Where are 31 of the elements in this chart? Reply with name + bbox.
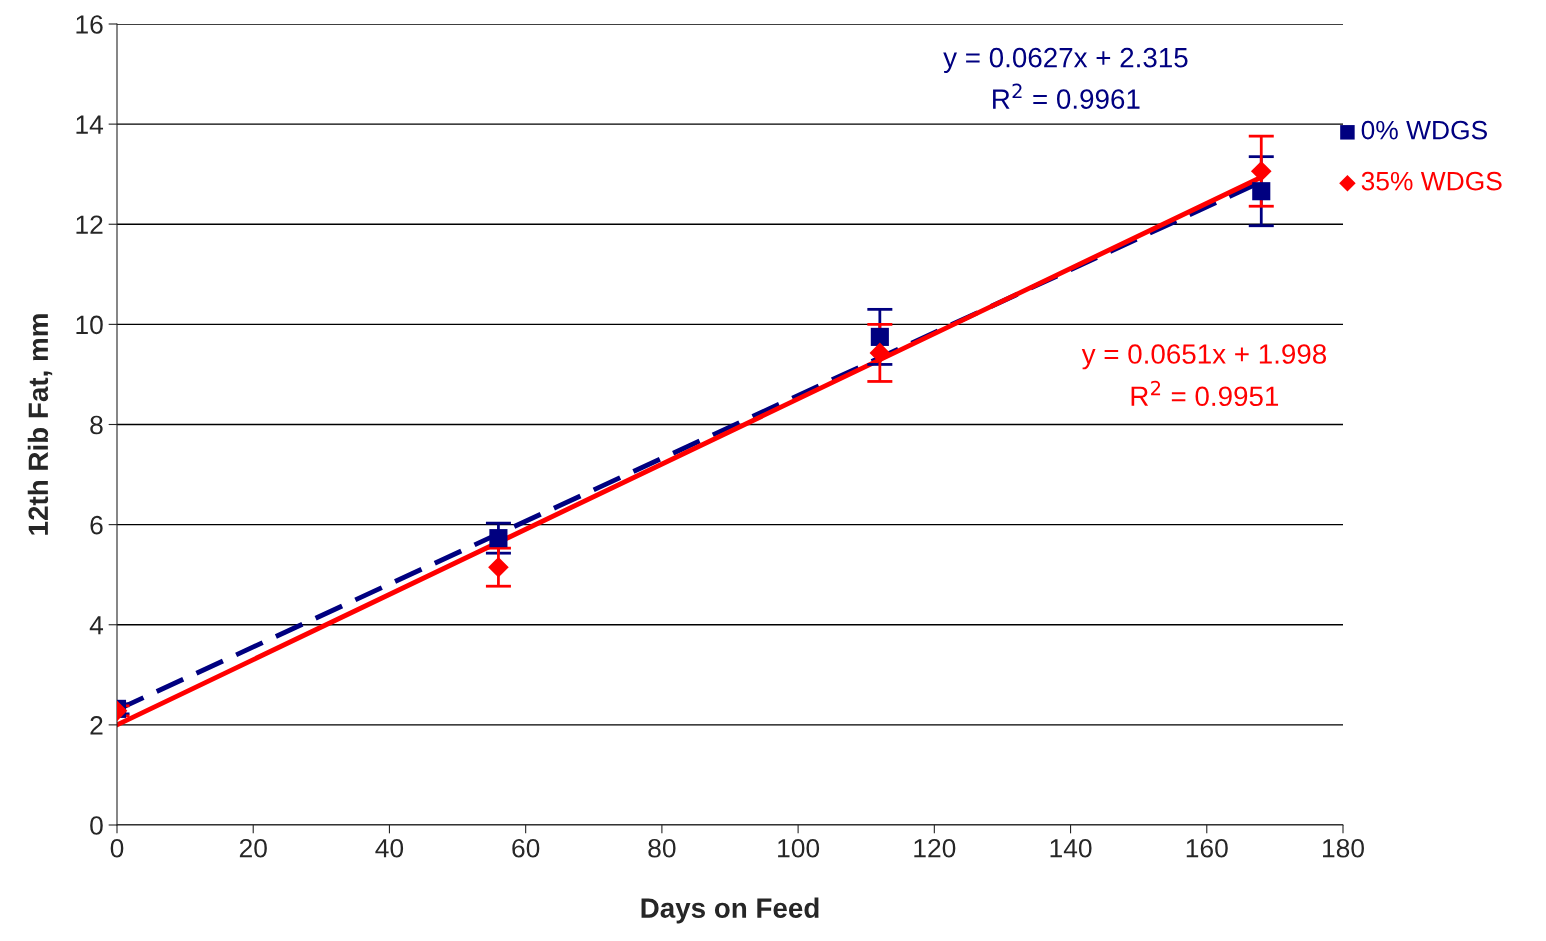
x-tick-label: 100 [778, 838, 820, 858]
point [869, 342, 891, 364]
annotation: R$^{2}$ = 0.9961 [993, 83, 1140, 109]
annotation: y = 0.0651x + 1.998 [1081, 344, 1327, 370]
annotation: R$^{2}$ = 0.9951 [1131, 380, 1279, 407]
y-tick-label: 12 [76, 215, 103, 234]
x-tick-label: 60 [512, 838, 540, 858]
point [1250, 160, 1272, 182]
x-tick-label: 80 [648, 838, 676, 858]
x-tick-label: 120 [914, 838, 956, 858]
y-tick-label: 6 [90, 515, 103, 535]
y-axis-title: 12th Rib Fat, mm [27, 314, 53, 535]
x-tick-label: 0 [110, 838, 124, 858]
x-axis-title: Days on Feed [641, 897, 819, 924]
legend-label: 0% WDGS [1361, 120, 1487, 140]
point [870, 327, 889, 346]
y-tick-label: 8 [90, 415, 103, 435]
x-tick-label: 40 [375, 838, 404, 858]
annotation: y = 0.0627x + 2.315 [943, 47, 1188, 73]
x-tick-label: 180 [1323, 838, 1364, 858]
y-tick-label: 2 [90, 716, 103, 735]
y-tick-label: 0 [90, 816, 103, 835]
y-tick-label: 14 [76, 115, 104, 134]
legend-label: 35% WDGS [1361, 171, 1502, 191]
point [1252, 182, 1271, 201]
y-tick-label: 10 [76, 315, 103, 335]
x-tick-label: 140 [1050, 838, 1092, 858]
x-tick-label: 20 [239, 838, 267, 858]
y-tick-label: 16 [76, 15, 103, 34]
y-tick-label: 4 [89, 616, 104, 635]
x-tick-label: 160 [1186, 838, 1228, 858]
